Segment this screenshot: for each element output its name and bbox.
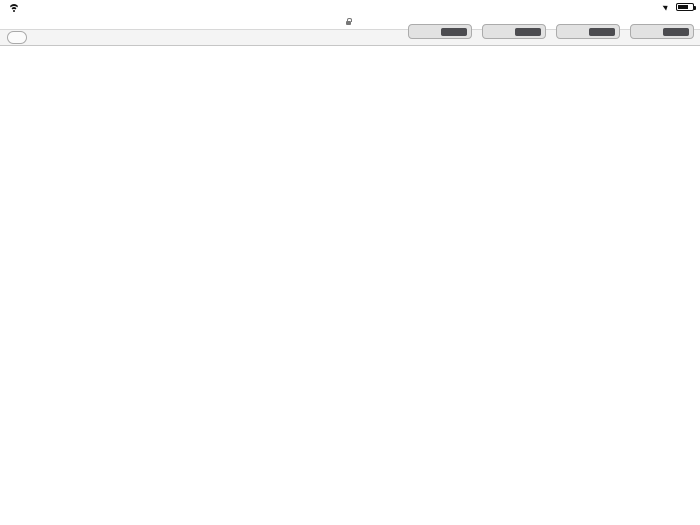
dropdown-handle <box>663 28 689 36</box>
lock-icon <box>346 18 352 25</box>
location-arrow-icon <box>662 3 670 11</box>
filter-dropdown[interactable] <box>408 24 472 39</box>
battery-icon <box>676 3 696 11</box>
wifi-icon <box>9 4 19 12</box>
dropdown-handle <box>441 28 467 36</box>
filter-dropdown[interactable] <box>630 24 694 39</box>
dropdown-handle <box>589 28 615 36</box>
address-bar[interactable] <box>0 18 700 29</box>
page-title <box>0 46 700 54</box>
status-bar <box>0 0 700 18</box>
dropdown-handle <box>515 28 541 36</box>
filter-dropdown[interactable] <box>482 24 546 39</box>
apply-button[interactable] <box>7 31 27 44</box>
filter-dropdown[interactable] <box>556 24 620 39</box>
filter-toolbar <box>0 24 700 46</box>
